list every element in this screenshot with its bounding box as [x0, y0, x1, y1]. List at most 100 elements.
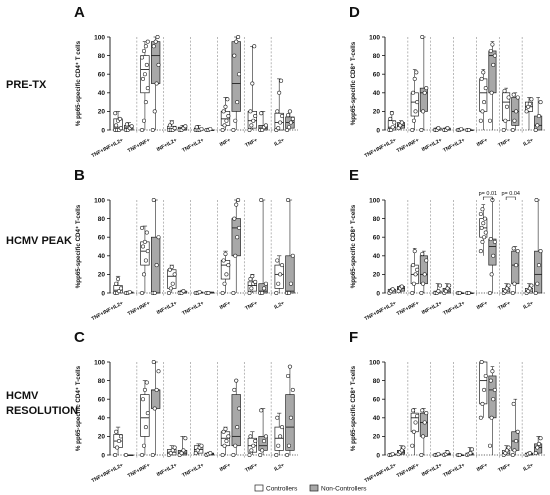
data-point	[436, 126, 441, 131]
data-point	[280, 114, 285, 119]
data-point	[478, 415, 483, 420]
category-label: TNF+	[497, 300, 511, 311]
data-point	[529, 97, 534, 102]
data-point	[535, 445, 540, 450]
data-point	[248, 277, 253, 282]
box-non-controllers	[442, 283, 452, 295]
box-controllers	[140, 39, 150, 133]
data-point	[538, 436, 543, 441]
data-point	[235, 235, 240, 240]
box-non-controllers	[177, 289, 188, 295]
box-controllers	[455, 127, 465, 133]
data-point	[262, 439, 267, 444]
box	[220, 431, 231, 447]
data-point	[262, 286, 267, 291]
data-point	[492, 387, 497, 392]
data-point	[410, 128, 415, 133]
data-point	[124, 122, 129, 127]
data-point	[536, 114, 541, 119]
data-point	[506, 283, 511, 288]
y-tick-label: 60	[373, 397, 381, 404]
y-tick-label: 80	[98, 216, 106, 223]
data-point	[419, 452, 424, 457]
category-label: IL2+	[273, 462, 285, 472]
category-label: IL2+	[522, 137, 534, 147]
data-point	[481, 221, 486, 226]
data-point	[413, 272, 418, 277]
data-point	[118, 126, 123, 131]
legend-label-non-controllers: Non-Controllers	[321, 486, 367, 493]
box	[274, 426, 284, 451]
data-point	[141, 397, 146, 402]
y-tick-label: 60	[373, 235, 381, 242]
data-point	[150, 128, 155, 133]
box-controllers	[387, 452, 396, 457]
data-point	[222, 443, 227, 448]
data-point	[152, 109, 157, 114]
box-non-controllers	[419, 34, 429, 133]
data-point	[260, 128, 265, 133]
data-point	[411, 408, 416, 413]
data-point	[290, 116, 295, 121]
data-point	[436, 452, 441, 457]
data-point	[194, 125, 199, 130]
data-point	[222, 281, 227, 286]
data-point	[288, 281, 293, 286]
data-point	[536, 441, 541, 446]
data-point	[536, 263, 541, 268]
data-point	[535, 123, 540, 128]
data-point	[285, 128, 290, 133]
box	[285, 394, 295, 451]
box-non-controllers	[258, 111, 268, 133]
box	[534, 115, 543, 131]
data-point	[172, 272, 177, 277]
data-point	[420, 251, 425, 256]
y-tick-label: 0	[101, 290, 105, 297]
data-point	[258, 452, 263, 457]
data-point	[181, 448, 186, 453]
data-point	[197, 290, 202, 295]
data-point	[506, 445, 511, 450]
category-label: INF+IL2+	[421, 137, 443, 153]
data-point	[482, 100, 487, 105]
box-controllers	[247, 431, 258, 457]
data-point	[248, 109, 253, 114]
data-point	[167, 267, 172, 272]
data-point	[142, 72, 147, 77]
data-point	[287, 364, 292, 369]
data-point	[483, 230, 488, 235]
box-non-controllers	[465, 447, 475, 457]
box-non-controllers	[204, 290, 215, 295]
data-point	[115, 445, 120, 450]
data-point	[492, 239, 497, 244]
box-controllers	[247, 274, 258, 295]
data-point	[389, 111, 394, 116]
y-tick-label: 80	[373, 53, 381, 60]
box-controllers	[166, 445, 177, 457]
data-point	[150, 452, 155, 457]
data-point	[445, 126, 450, 131]
data-point	[436, 289, 441, 294]
data-point	[478, 118, 483, 123]
box-controllers	[274, 78, 285, 133]
data-point	[117, 116, 122, 121]
data-point	[424, 411, 429, 416]
data-point	[140, 55, 145, 60]
data-point	[470, 447, 475, 452]
y-tick-label: 100	[94, 359, 105, 366]
data-point	[144, 230, 149, 235]
box-controllers	[433, 126, 442, 133]
box-controllers	[387, 287, 396, 295]
box-controllers	[410, 248, 420, 295]
data-point	[524, 109, 529, 114]
category-label: TNF+INF+	[127, 462, 151, 479]
data-point	[274, 290, 279, 295]
p-value-label: p= 0.01	[479, 191, 498, 197]
category-label: TNF+INF+IL2+	[364, 462, 398, 484]
data-point	[415, 267, 420, 272]
data-point	[276, 281, 281, 286]
category-label: INF+	[476, 137, 489, 148]
data-point	[478, 249, 483, 254]
data-point	[459, 127, 464, 132]
data-point	[491, 397, 496, 402]
